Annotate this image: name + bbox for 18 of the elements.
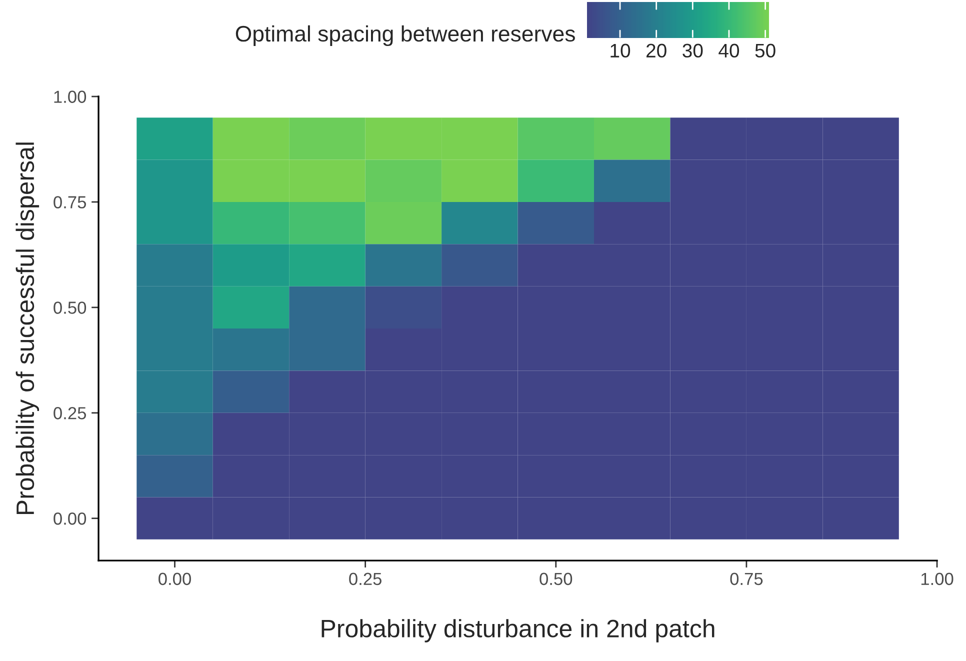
y-tick-label: 0.50 [54, 302, 86, 314]
y-tick-label: 1.00 [54, 90, 86, 103]
color-bar-label: 20 [646, 44, 666, 58]
legend-title: Optimal spacing between reserves [236, 25, 575, 46]
x-tick-label: 0.00 [158, 572, 191, 586]
y-tick-label: 0.75 [54, 196, 86, 208]
color-bar-label: 40 [718, 44, 740, 58]
x-axis-title: Probability disturbance in 2nd patch [322, 619, 714, 642]
y-tick-label: 0.00 [54, 512, 86, 525]
color-bar-label: 50 [755, 44, 776, 58]
x-tick-label: 0.75 [730, 572, 763, 586]
y-axis-title: Probability of successful dispersal [16, 142, 40, 514]
x-tick-label: 0.50 [540, 572, 572, 586]
x-tick-label: 0.25 [349, 572, 382, 586]
color-bar-label: 10 [610, 44, 630, 58]
x-tick-label: 1.00 [921, 572, 954, 586]
y-tick-label: 0.25 [54, 407, 86, 420]
color-bar-label: 30 [682, 44, 703, 58]
